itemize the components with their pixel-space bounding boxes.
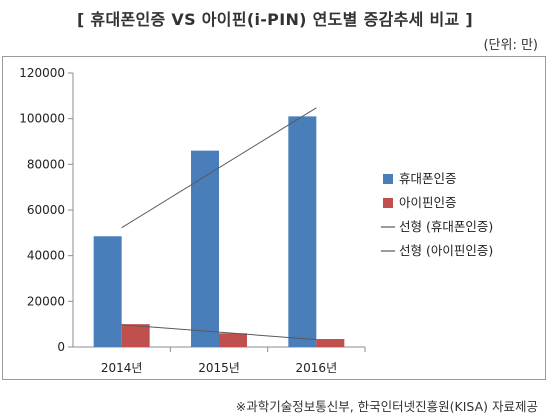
y-tick-label: 40000 bbox=[27, 249, 65, 263]
bar-chart: 0 20000 40000 60000 80000 100000 120000 2014년 20… bbox=[19, 66, 493, 375]
y-tick-label: 120000 bbox=[19, 66, 65, 80]
y-tick-label: 80000 bbox=[27, 157, 65, 171]
bar-ipin bbox=[316, 339, 345, 347]
legend-label: 아이핀인증 bbox=[399, 195, 457, 210]
bar-phone bbox=[288, 116, 317, 347]
trendline-phone bbox=[121, 107, 317, 229]
chart-frame: 0 20000 40000 60000 80000 100000 120000 2014년 20… bbox=[2, 56, 546, 380]
legend-swatch bbox=[383, 174, 393, 184]
unit-label: (단위: 만) bbox=[483, 38, 538, 53]
page-title: [ 휴대폰인증 VS 아이핀(i-PIN) 연도별 증감추세 비교 ] bbox=[76, 10, 474, 29]
bar-phone bbox=[191, 150, 219, 347]
y-tick-label: 0 bbox=[57, 340, 65, 354]
legend-swatch bbox=[383, 198, 393, 208]
x-tick-label: 2016년 bbox=[296, 361, 338, 375]
bar-ipin bbox=[121, 324, 150, 347]
trendline-ipin bbox=[121, 324, 317, 341]
legend-label: 휴대폰인증 bbox=[399, 171, 457, 186]
x-tick-label: 2014년 bbox=[101, 361, 143, 375]
y-tick-label: 60000 bbox=[27, 203, 65, 217]
y-tick-label: 20000 bbox=[27, 294, 65, 308]
bar-ipin bbox=[219, 333, 247, 347]
legend-label: 선형 (휴대폰인증) bbox=[399, 219, 493, 234]
source-note: ※과학기술정보통신부, 한국인터넷진흥원(KISA) 자료제공 bbox=[235, 399, 538, 414]
bar-phone bbox=[93, 236, 122, 347]
legend-label: 선형 (아이핀인증) bbox=[399, 243, 493, 258]
y-tick-label: 100000 bbox=[19, 112, 65, 126]
x-tick-label: 2015년 bbox=[198, 361, 240, 375]
